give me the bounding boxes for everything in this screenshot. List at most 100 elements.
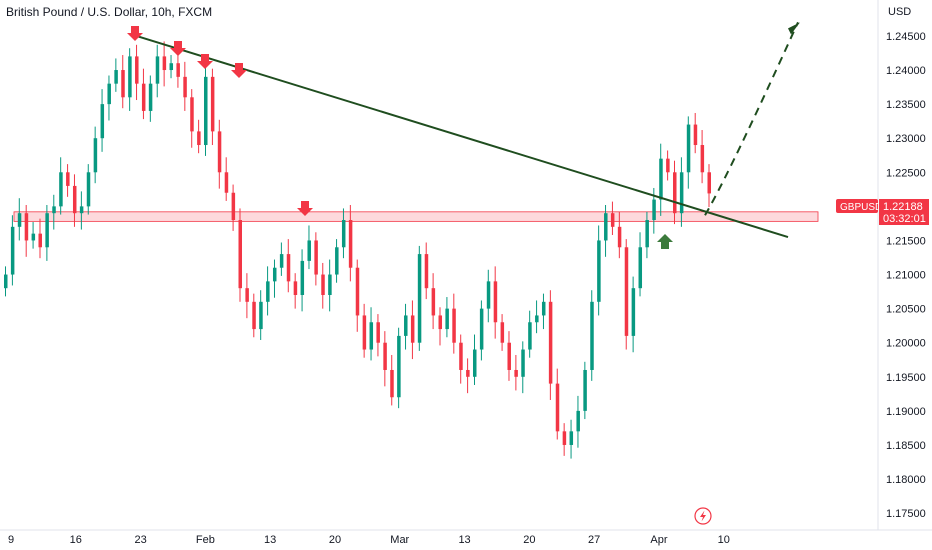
candle-body — [604, 213, 608, 241]
down-arrow-marker — [231, 63, 247, 78]
price-badges: GBPUSD 1.22188 03:32:01 — [836, 199, 929, 225]
time-tick-label: 13 — [458, 534, 470, 546]
candle-body — [445, 308, 449, 330]
symbol-badge-bg — [836, 199, 878, 213]
support-zone — [13, 211, 819, 222]
candle-body — [472, 349, 477, 377]
candle-body — [410, 315, 415, 343]
down-arrow-marker — [127, 26, 143, 41]
candle-body — [266, 281, 270, 302]
candle-body — [404, 315, 408, 336]
candle-body — [583, 369, 587, 411]
candle-body — [259, 301, 263, 330]
up-arrow-marker — [657, 234, 673, 249]
candle-body — [155, 56, 160, 84]
candle-body — [383, 342, 387, 370]
candle-body — [638, 247, 643, 289]
down-arrow-marker — [197, 54, 213, 69]
candle-body — [341, 220, 346, 248]
price-tick-label: 1.21500 — [886, 235, 926, 247]
candle-body — [307, 240, 311, 261]
support-zone-layer — [13, 211, 819, 222]
candle-body — [555, 383, 560, 432]
candle-body — [645, 220, 649, 248]
candle-body — [190, 97, 194, 132]
candle-body — [362, 315, 367, 350]
tradingview-bolt-icon[interactable] — [694, 507, 712, 525]
time-tick-label: Apr — [650, 534, 667, 546]
candle-body — [486, 281, 491, 309]
candle-body — [535, 315, 539, 323]
candle-body — [121, 70, 125, 98]
time-tick-label: 16 — [70, 534, 82, 546]
candle-body — [541, 301, 546, 316]
symbol-title[interactable]: British Pound / U.S. Dollar, 10h, FXCM — [6, 5, 212, 19]
price-tick-label: 1.19000 — [886, 406, 926, 418]
candle-body — [659, 158, 663, 200]
candle-body — [631, 288, 636, 336]
candle-body — [224, 172, 229, 193]
candle-body — [459, 342, 463, 370]
candle-body — [107, 83, 111, 105]
candle-body — [493, 281, 498, 323]
candle-body — [17, 213, 22, 227]
candle-body — [397, 335, 401, 398]
candle-body — [521, 349, 525, 377]
time-tick-label: 9 — [8, 534, 14, 546]
candle-body — [569, 431, 574, 445]
candle-body — [210, 76, 215, 132]
time-tick-label: 20 — [523, 534, 535, 546]
price-tick-label: 1.23500 — [886, 99, 926, 111]
candle-body — [128, 56, 132, 98]
candle-body — [500, 322, 505, 343]
candle-body — [31, 233, 36, 241]
candle-body — [562, 431, 567, 445]
candle-body — [279, 254, 284, 268]
price-tick-label: 1.20000 — [886, 338, 926, 350]
price-axis[interactable]: 1.245001.240001.235001.230001.225001.220… — [886, 31, 926, 520]
time-tick-label: 10 — [718, 534, 730, 546]
time-axis[interactable]: 9 16 23 Feb 13 20 Mar 13 20 27 Apr 10 — [8, 534, 730, 546]
candle-body — [390, 369, 394, 398]
projection-path — [704, 21, 799, 216]
candle-body — [348, 220, 353, 268]
candle-body — [652, 199, 656, 221]
candle-body — [183, 76, 187, 98]
candle-body — [466, 369, 470, 377]
symbol-badge: GBPUSD — [840, 202, 882, 213]
price-tick-label: 1.17500 — [886, 508, 926, 520]
price-badge-bg — [879, 199, 929, 225]
time-tick-label: 23 — [134, 534, 146, 546]
candle-body — [204, 76, 208, 146]
candle-body — [272, 267, 277, 282]
candle-body — [231, 192, 236, 221]
down-arrow-marker — [170, 41, 186, 56]
candle-body — [707, 172, 711, 194]
candle-body — [79, 206, 84, 214]
candle-body — [610, 213, 615, 227]
candle-body — [52, 206, 56, 214]
candle-body — [438, 315, 443, 330]
candle-body — [528, 322, 532, 350]
price-tick-label: 1.24000 — [886, 65, 926, 77]
price-tick-label: 1.19500 — [886, 372, 926, 384]
price-tick-label: 1.22500 — [886, 167, 926, 179]
candle-body — [238, 220, 242, 289]
price-tick-label: 1.18000 — [886, 474, 926, 486]
projection-arrowhead — [788, 22, 800, 35]
candle-body — [86, 172, 91, 207]
candle-body — [300, 260, 305, 295]
price-tick-label: 1.23000 — [886, 133, 926, 145]
candle-body — [286, 254, 291, 282]
candle-body — [135, 56, 139, 84]
price-tick-label: 1.20500 — [886, 304, 926, 316]
candle-body — [369, 322, 374, 350]
candle-body — [355, 267, 360, 316]
candle-body — [335, 247, 339, 275]
time-tick-label: 20 — [329, 534, 341, 546]
candle-body — [10, 226, 15, 275]
candle-body — [217, 131, 222, 173]
